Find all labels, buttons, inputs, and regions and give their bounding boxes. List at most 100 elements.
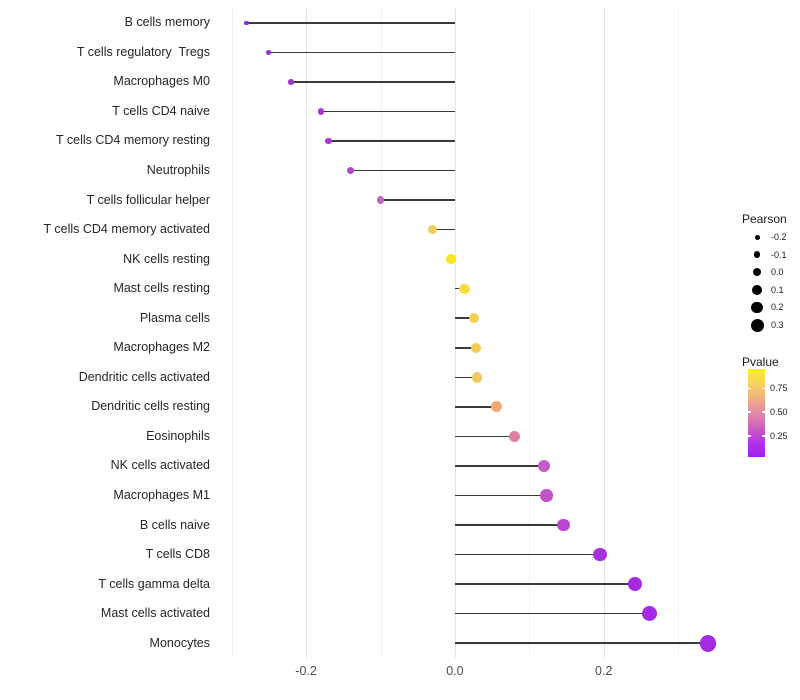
pearson-legend-label: 0.3 (771, 320, 784, 330)
category-label: T cells CD8 (145, 547, 210, 562)
lollipop-stem (454, 494, 547, 497)
data-point (699, 634, 717, 652)
x-gridline-major (454, 8, 456, 658)
category-label: T cells CD4 memory resting (56, 133, 210, 148)
category-label: T cells follicular helper (86, 192, 210, 207)
pearson-legend-label: 0.0 (771, 267, 784, 278)
data-point (471, 372, 483, 383)
category-label: Plasma cells (139, 310, 210, 325)
lollipop-stem (454, 376, 478, 379)
category-label: T cells gamma delta (98, 576, 210, 591)
data-point (288, 79, 294, 85)
data-point (491, 401, 503, 413)
category-label: NK cells activated (110, 458, 210, 473)
pvalue-tick-left (748, 435, 751, 437)
lollipop-stem (454, 612, 650, 615)
category-label: Eosinophils (146, 428, 210, 443)
x-gridline-minor (380, 8, 382, 658)
data-point (376, 196, 385, 204)
pvalue-legend-title: Pvalue (742, 355, 779, 369)
category-label: Dendritic cells resting (91, 399, 210, 414)
data-point (540, 489, 553, 502)
data-point (470, 342, 481, 353)
pearson-legend-dot (751, 301, 763, 314)
lollipop-stem (454, 317, 475, 319)
pvalue-tick-label: 0.25 (770, 430, 788, 441)
category-label: Dendritic cells activated (78, 369, 210, 384)
pearson-legend-label: 0.1 (771, 284, 784, 295)
category-label: Macrophages M0 (113, 74, 210, 89)
data-point (627, 576, 643, 592)
lollipop-stem (268, 51, 455, 54)
category-label: B cells naive (139, 517, 210, 532)
x-tick-label: 0.0 (446, 664, 464, 678)
pvalue-tick-right (762, 387, 765, 390)
lollipop-stem (380, 199, 455, 201)
category-label: Mast cells resting (113, 281, 210, 296)
data-point (325, 137, 332, 145)
pvalue-tick-label: 0.75 (770, 383, 788, 394)
data-point (557, 518, 570, 532)
lollipop-stem (454, 524, 564, 526)
x-tick-label: -0.2 (295, 664, 317, 678)
lollipop-stem (454, 583, 635, 585)
x-tick-label: 0.2 (595, 664, 613, 678)
pvalue-colorbar (748, 369, 765, 457)
lollipop-stem (291, 81, 455, 83)
lollipop-stem (454, 553, 601, 556)
lollipop-stem (320, 110, 455, 113)
data-point (427, 224, 438, 235)
data-point (244, 20, 249, 25)
lollipop-stem (454, 347, 476, 349)
data-point (347, 166, 355, 175)
data-point (538, 459, 551, 473)
category-label: Monocytes (149, 635, 210, 650)
pvalue-tick-left (748, 387, 751, 390)
data-point (469, 313, 480, 324)
pearson-legend-label: -0.1 (771, 249, 787, 260)
x-gridline-minor (231, 8, 233, 658)
category-label: Mast cells activated (100, 606, 210, 621)
pvalue-tick-left (748, 411, 751, 413)
category-label: T cells CD4 naive (112, 103, 210, 118)
data-point (317, 108, 325, 115)
lollipop-stem (454, 642, 708, 644)
pearson-legend-dot (750, 318, 764, 332)
x-gridline-major (603, 8, 605, 658)
pearson-legend-dot (752, 267, 762, 277)
pearson-legend-label: -0.2 (771, 232, 787, 242)
x-gridline-major (306, 8, 308, 658)
data-point (593, 547, 607, 562)
pearson-legend-dot (752, 284, 762, 295)
pvalue-tick-right (762, 435, 765, 437)
category-label: T cells CD4 memory activated (43, 222, 211, 237)
lollipop-stem (328, 140, 455, 142)
x-gridline-minor (529, 8, 531, 658)
pvalue-tick-right (762, 411, 765, 413)
data-point (266, 49, 272, 55)
lollipop-stem (432, 228, 455, 231)
x-gridline-minor (678, 8, 680, 658)
lollipop-stem (454, 435, 515, 438)
lollipop-stem (454, 465, 545, 467)
pearson-legend-dot (753, 251, 761, 258)
category-label: Neutrophils (146, 163, 210, 177)
pearson-legend-title: Pearson (742, 212, 787, 226)
pvalue-tick-label: 0.50 (770, 407, 788, 418)
lollipop-stem (454, 406, 497, 408)
data-point (459, 283, 470, 294)
category-label: Macrophages M2 (113, 340, 210, 355)
category-label: Macrophages M1 (113, 488, 210, 502)
category-label: T cells regulatory Tregs (76, 44, 210, 59)
category-label: B cells memory (124, 15, 210, 30)
plot-panel (222, 8, 731, 658)
category-label: NK cells resting (123, 251, 210, 266)
data-point (508, 430, 521, 443)
data-point (642, 606, 658, 622)
pearson-legend-dot (754, 234, 760, 240)
data-point (446, 254, 457, 265)
lollipop-stem (350, 169, 455, 172)
lollipop-stem (246, 22, 455, 24)
pearson-legend-label: 0.2 (771, 302, 784, 313)
